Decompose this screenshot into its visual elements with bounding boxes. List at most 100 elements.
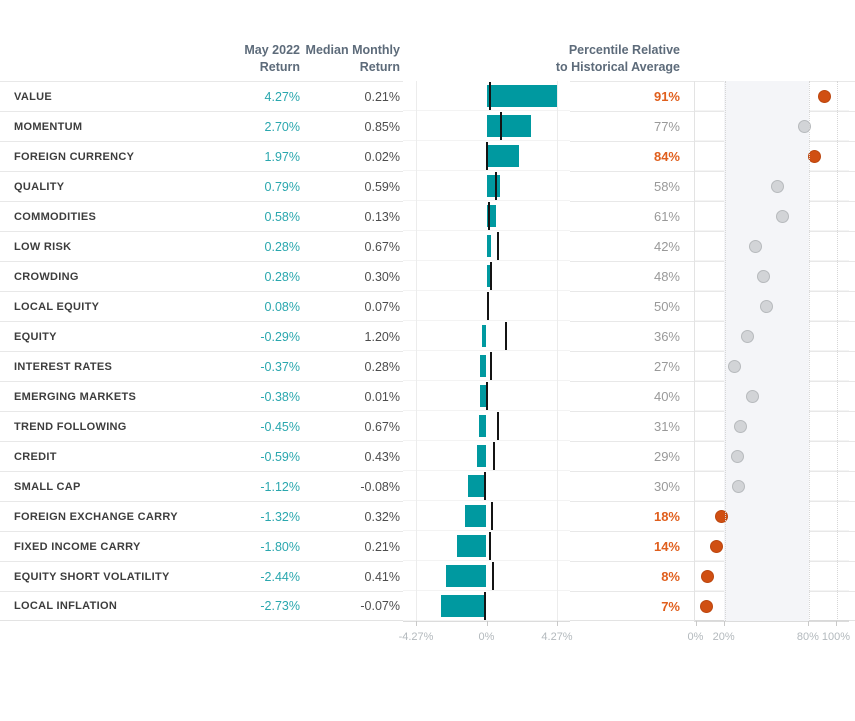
- column-header-percentile: Percentile Relative to Historical Averag…: [556, 42, 680, 76]
- percentile-dot: [775, 209, 789, 223]
- median-return-value: 0.32%: [364, 509, 400, 524]
- may-return-value: 4.27%: [264, 89, 300, 104]
- factor-label: TREND FOLLOWING: [14, 420, 127, 433]
- may-return-value: 0.28%: [264, 269, 300, 284]
- percentile-dot: [727, 359, 741, 373]
- return-bar: [486, 175, 500, 197]
- return-bar: [479, 415, 487, 437]
- percentile-value: 77%: [653, 119, 680, 134]
- column-header-may-2022-return: May 2022 Return: [244, 42, 300, 76]
- percentile-value: 40%: [653, 389, 680, 404]
- median-tick: [492, 442, 495, 470]
- return-bar: [486, 265, 492, 287]
- median-return-value: -0.08%: [360, 479, 400, 494]
- median-return-value: 0.41%: [364, 569, 400, 584]
- may-return-value: 0.08%: [264, 299, 300, 314]
- percentile-value: 7%: [661, 598, 680, 614]
- median-tick: [488, 532, 491, 560]
- percentile-value: 27%: [653, 359, 680, 374]
- column-header-line: Return: [359, 60, 400, 74]
- may-return-value: 0.28%: [264, 239, 300, 254]
- axis-tick: [695, 621, 697, 626]
- median-tick: [492, 562, 495, 590]
- column-header-line: Percentile Relative: [568, 43, 680, 57]
- axis-tick: [416, 621, 417, 626]
- return-bar: [456, 535, 487, 557]
- median-tick: [490, 352, 493, 380]
- percentile-value: 84%: [653, 149, 680, 164]
- percentile-dot: [749, 239, 762, 253]
- percentile-dot: [732, 479, 746, 493]
- factor-label: CREDIT: [14, 450, 57, 463]
- percentile-value: 14%: [653, 539, 680, 554]
- median-return-value: 0.43%: [364, 449, 400, 464]
- percentile-value: 8%: [661, 569, 680, 584]
- percentile-dot: [730, 449, 744, 463]
- bar-axis-gridline: [416, 81, 417, 621]
- axis-tick-label: 4.27%: [541, 631, 573, 643]
- percentile-dot: [709, 539, 723, 553]
- axis-tick: [486, 621, 488, 626]
- median-return-value: 0.85%: [364, 119, 400, 134]
- factor-label: LOCAL EQUITY: [14, 300, 100, 313]
- median-return-value: 1.20%: [364, 329, 400, 344]
- percentile-dot: [701, 569, 715, 583]
- median-return-value: 0.07%: [364, 299, 400, 314]
- median-return-value: 0.21%: [364, 539, 400, 554]
- axis-tick-label: 0%: [687, 631, 704, 643]
- percentile-dot: [733, 419, 747, 433]
- axis-tick: [723, 621, 725, 626]
- may-return-value: -2.73%: [260, 599, 300, 613]
- return-bar: [486, 115, 532, 137]
- percentile-value: 18%: [653, 509, 680, 524]
- return-bar: [480, 355, 487, 377]
- factor-label: MOMENTUM: [14, 120, 83, 133]
- factor-label: EQUITY SHORT VOLATILITY: [14, 570, 170, 583]
- median-return-value: 0.02%: [364, 149, 400, 164]
- percentile-dot: [771, 179, 785, 193]
- percentile-value: 58%: [653, 179, 680, 194]
- factor-label: QUALITY: [14, 180, 65, 193]
- percentile-dot: [746, 389, 760, 403]
- column-header-line: Return: [259, 60, 300, 74]
- column-header-median-monthly-return: Median Monthly Return: [306, 42, 400, 76]
- column-header-line: May 2022: [244, 43, 300, 57]
- return-bar: [441, 595, 487, 617]
- median-return-value: 0.59%: [364, 179, 400, 194]
- median-tick: [485, 382, 488, 410]
- return-bar: [446, 565, 487, 587]
- return-bar: [481, 325, 487, 347]
- percentile-value: 48%: [653, 269, 680, 284]
- bar-axis-gridline: [557, 81, 558, 621]
- may-return-value: -0.29%: [260, 329, 300, 344]
- percentile-value: 30%: [653, 479, 680, 494]
- may-return-value: 2.70%: [264, 119, 300, 134]
- return-bar: [476, 445, 487, 467]
- percentile-dot: [808, 149, 822, 163]
- return-bar: [486, 235, 492, 257]
- axis-tick-label: 80%: [796, 631, 819, 643]
- median-tick: [505, 322, 508, 350]
- percentile-value: 42%: [653, 239, 680, 254]
- may-return-value: -0.59%: [260, 449, 300, 464]
- may-return-value: -0.37%: [260, 359, 300, 374]
- may-return-value: 0.58%: [264, 209, 300, 224]
- may-return-value: -0.38%: [260, 389, 300, 404]
- median-return-value: 0.67%: [364, 239, 400, 254]
- percentile-value: 61%: [653, 209, 680, 224]
- axis-tick-label: 20%: [712, 631, 735, 643]
- percentile-dot-plot-panel: [694, 81, 849, 622]
- percentile-dot: [757, 269, 771, 283]
- median-return-value: 0.21%: [364, 89, 400, 104]
- factor-label: CROWDING: [14, 270, 79, 283]
- may-return-value: -1.32%: [260, 509, 300, 524]
- percentile-value: 29%: [653, 449, 680, 464]
- percentile-dot: [798, 119, 812, 133]
- may-return-value: -2.44%: [260, 569, 300, 584]
- median-return-value: 0.28%: [364, 359, 400, 374]
- percentile-gridline: [837, 81, 838, 621]
- median-tick: [484, 472, 487, 500]
- percentile-gridline: [808, 81, 810, 621]
- percentile-value: 91%: [653, 89, 680, 104]
- axis-tick-label: -4.27%: [398, 631, 434, 643]
